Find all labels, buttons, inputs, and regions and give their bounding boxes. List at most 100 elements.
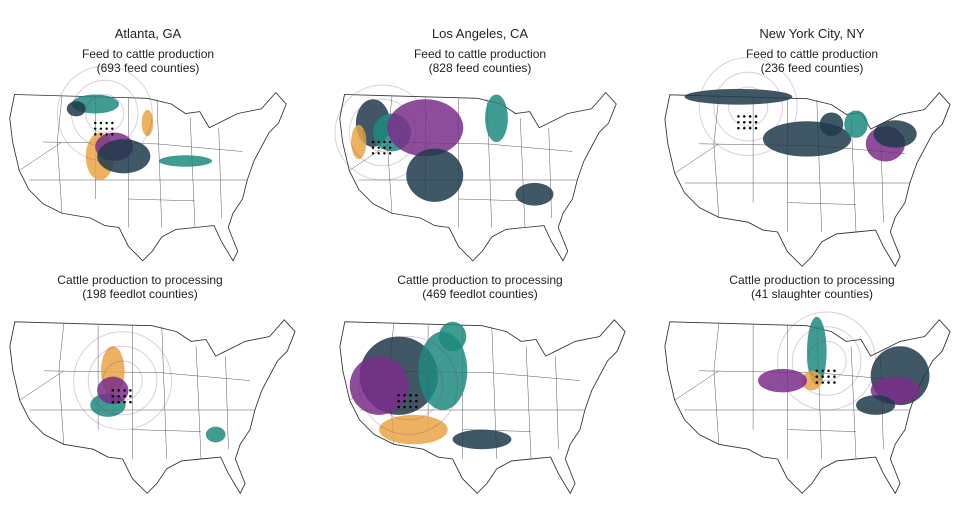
county-dot [748, 126, 752, 130]
flow-arc [56, 65, 153, 162]
flow-region [844, 110, 868, 138]
flow-arc [102, 360, 143, 401]
city-title: Atlanta, GA [115, 26, 182, 41]
county-dot [117, 389, 120, 392]
flow-region [856, 395, 896, 415]
flow-region [684, 88, 793, 105]
flow-arc [334, 84, 431, 181]
panel-subtitle: (41 slaughter counties) [751, 287, 873, 301]
flow-arc [73, 331, 173, 431]
county-dot [111, 395, 115, 398]
county-dot [737, 120, 740, 124]
county-dot [821, 375, 824, 378]
county-dot [105, 121, 108, 125]
county-dot [129, 400, 132, 404]
panel-title: Feed to cattle production [82, 47, 214, 61]
county-dot [129, 389, 132, 392]
map [334, 84, 617, 262]
county-dot [94, 121, 97, 125]
county-dot [383, 152, 386, 155]
county-dot [99, 121, 103, 125]
county-dot [754, 120, 758, 124]
flow-arc [71, 79, 139, 148]
county-dot [94, 133, 97, 136]
county-dot [827, 375, 830, 378]
county-dot [397, 394, 400, 397]
county-dot [383, 140, 386, 144]
county-dot [409, 399, 412, 403]
county-dot [833, 369, 836, 373]
county-dot [105, 127, 108, 130]
flow-region [485, 94, 508, 142]
county-dot [388, 146, 392, 149]
flow-region [438, 321, 467, 352]
flow-arc [348, 98, 417, 167]
county-dot [754, 115, 758, 118]
panel-subtitle: (693 feed counties) [97, 61, 200, 75]
county-dot [129, 395, 132, 398]
county-dot [123, 395, 126, 398]
county-dot [123, 400, 126, 404]
county-dot [748, 115, 752, 118]
county-dot [111, 121, 114, 125]
panel-title: Cattle production to processing [729, 273, 894, 287]
flow-arc [363, 113, 402, 152]
flow-region [515, 182, 554, 206]
county-dot [111, 127, 114, 130]
flow-arc [87, 345, 158, 416]
county-dot [815, 375, 819, 378]
city-title: New York City, NY [759, 26, 865, 41]
county-dot [99, 133, 103, 136]
flow-arc [359, 336, 458, 435]
county-dot [371, 146, 375, 149]
flow-region [807, 316, 827, 386]
flow-arc [713, 71, 783, 142]
flow-region [349, 356, 409, 415]
map [664, 311, 951, 494]
us-outline [664, 92, 951, 267]
county-dot [377, 146, 380, 149]
county-dot [99, 127, 103, 130]
flow-region [205, 426, 226, 443]
panel-title: Feed to cattle production [746, 47, 878, 61]
county-dot [388, 152, 392, 155]
county-dot [388, 140, 392, 144]
county-dot [815, 369, 819, 373]
flow-region [406, 148, 464, 202]
county-dot [415, 399, 418, 403]
county-dot [371, 140, 375, 144]
county-dot [415, 394, 418, 397]
county-dot [737, 126, 740, 130]
flow-arc [777, 311, 877, 411]
flow-arc [728, 86, 769, 127]
county-dot [415, 405, 418, 409]
panels: Atlanta, GA Feed to cattle production (6… [57, 26, 894, 301]
panel-subtitle: (469 feedlot counties) [422, 287, 537, 301]
county-dot [383, 146, 386, 149]
county-dot [827, 369, 830, 373]
flow-region [66, 101, 86, 117]
panel-subtitle: (828 feed counties) [429, 61, 532, 75]
county-dot [821, 369, 824, 373]
flow-region [873, 120, 917, 148]
flow-region [158, 155, 213, 167]
flow-region [379, 414, 448, 445]
flow-arc [698, 57, 798, 157]
county-dot [111, 389, 115, 392]
county-dot [117, 395, 120, 398]
city-title: Los Angeles, CA [432, 26, 528, 41]
flow-region [819, 112, 844, 136]
flow-region [418, 331, 468, 410]
county-dot [123, 389, 126, 392]
map [9, 319, 296, 494]
county-dot [833, 381, 836, 384]
flow-arc [791, 326, 862, 396]
flow-arc [806, 340, 847, 382]
county-dot [111, 133, 114, 136]
flow-region [141, 109, 154, 137]
county-dot [377, 140, 380, 144]
map [664, 57, 951, 267]
county-dot [371, 152, 375, 155]
flow-region [97, 139, 151, 174]
